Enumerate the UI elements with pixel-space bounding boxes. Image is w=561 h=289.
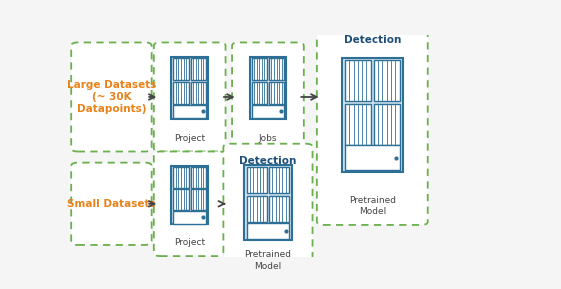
FancyBboxPatch shape (250, 58, 286, 119)
FancyBboxPatch shape (173, 82, 189, 104)
FancyBboxPatch shape (172, 58, 208, 119)
FancyBboxPatch shape (374, 104, 399, 144)
FancyBboxPatch shape (269, 196, 289, 222)
FancyBboxPatch shape (269, 167, 289, 193)
Text: Pretrained
Model: Pretrained Model (245, 251, 292, 271)
FancyBboxPatch shape (232, 42, 304, 151)
FancyBboxPatch shape (191, 82, 206, 104)
FancyBboxPatch shape (71, 163, 151, 245)
FancyBboxPatch shape (173, 189, 189, 210)
Text: Large Datasets
(~ 30K
Datapoints): Large Datasets (~ 30K Datapoints) (67, 80, 156, 114)
Text: Jobs: Jobs (259, 134, 277, 142)
Text: Detection: Detection (239, 156, 297, 166)
FancyBboxPatch shape (345, 104, 371, 144)
Text: Detection: Detection (343, 35, 401, 45)
FancyBboxPatch shape (251, 82, 267, 104)
Text: Project: Project (174, 238, 205, 247)
FancyBboxPatch shape (191, 58, 206, 80)
FancyBboxPatch shape (247, 196, 267, 222)
FancyBboxPatch shape (191, 167, 206, 188)
FancyBboxPatch shape (269, 58, 284, 80)
FancyBboxPatch shape (269, 82, 284, 104)
FancyBboxPatch shape (251, 105, 284, 118)
FancyBboxPatch shape (173, 167, 189, 188)
FancyBboxPatch shape (345, 60, 371, 101)
FancyBboxPatch shape (245, 165, 292, 240)
FancyBboxPatch shape (154, 42, 226, 151)
FancyBboxPatch shape (173, 105, 206, 118)
FancyBboxPatch shape (191, 189, 206, 210)
FancyBboxPatch shape (247, 223, 289, 239)
FancyBboxPatch shape (342, 58, 403, 172)
Text: Small Datasets: Small Datasets (67, 199, 156, 209)
FancyBboxPatch shape (345, 145, 399, 170)
FancyBboxPatch shape (374, 60, 399, 101)
FancyBboxPatch shape (251, 58, 267, 80)
FancyBboxPatch shape (154, 151, 226, 256)
FancyBboxPatch shape (173, 211, 206, 223)
FancyBboxPatch shape (317, 23, 427, 225)
FancyBboxPatch shape (247, 167, 267, 193)
Text: Project: Project (174, 134, 205, 142)
FancyBboxPatch shape (223, 144, 312, 279)
FancyBboxPatch shape (172, 166, 208, 224)
FancyBboxPatch shape (71, 42, 151, 151)
Text: Pretrained
Model: Pretrained Model (349, 196, 396, 216)
FancyBboxPatch shape (173, 58, 189, 80)
